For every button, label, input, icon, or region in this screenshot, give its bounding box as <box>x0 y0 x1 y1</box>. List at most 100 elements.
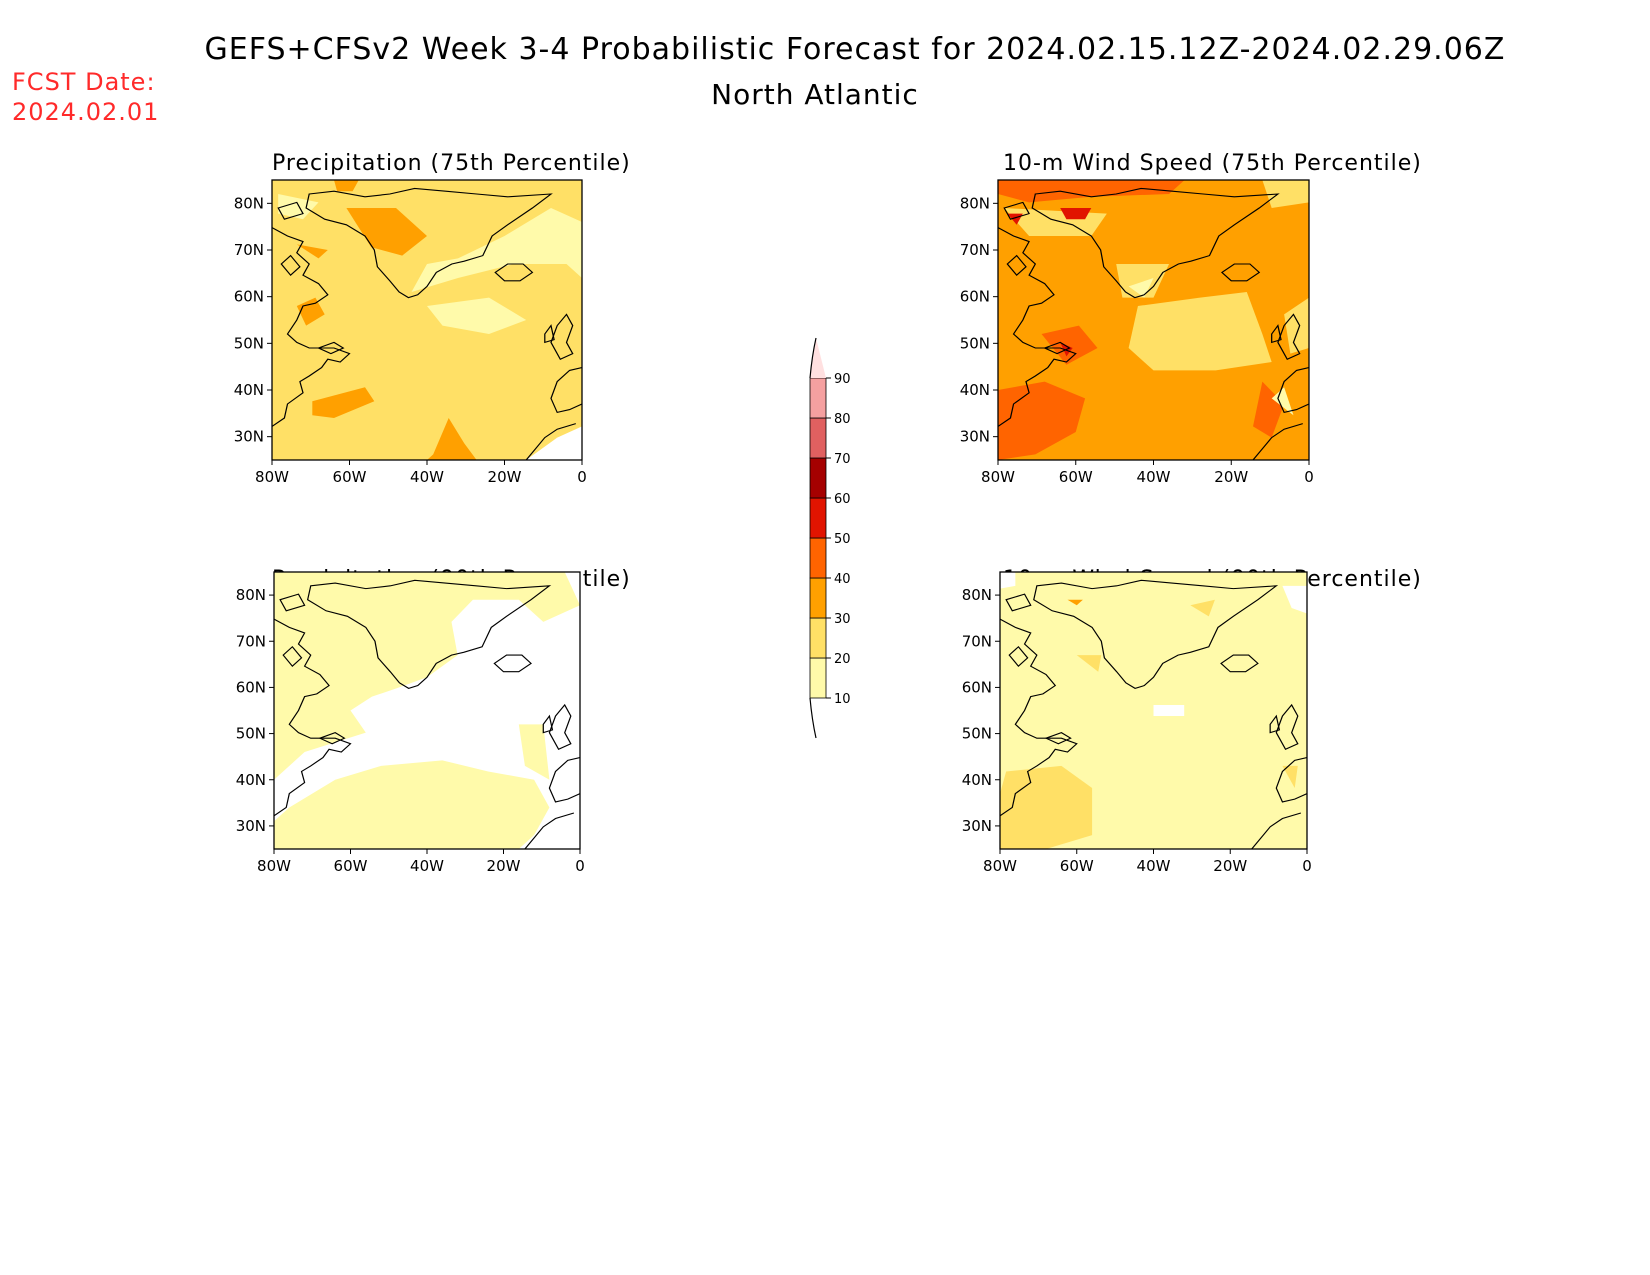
shading-region <box>1060 208 1092 220</box>
lon-tick-label: 0 <box>1302 857 1312 875</box>
colorbar-top-edge <box>809 337 817 379</box>
lat-tick-label: 70N <box>234 241 264 259</box>
map-panel-precip90: 80N 70N 60N 50N 40N 30N 80W 60W 40W 20W 0 <box>236 571 585 875</box>
colorbar-label: 10 <box>834 692 851 707</box>
shading-region <box>998 180 1185 203</box>
lat-tick-label: 70N <box>236 632 266 650</box>
shading-region <box>334 180 359 192</box>
colorbar-label: 20 <box>834 652 851 667</box>
lon-tick-label: 80W <box>983 857 1017 875</box>
lon-tick-label: 80W <box>255 468 289 486</box>
shading-region <box>1253 381 1285 438</box>
map-panel-precip75: 80N 70N 60N 50N 40N 30N 80W 60W 40W 20W 0 <box>234 179 587 486</box>
colorbar-label: 90 <box>834 372 851 387</box>
lat-tick-label: 80N <box>962 586 992 604</box>
lon-tick-label: 60W <box>1059 468 1093 486</box>
lon-tick-label: 80W <box>257 857 291 875</box>
shading-region <box>296 244 328 259</box>
colorbar-top-cap <box>810 338 826 378</box>
colorbar-segment <box>809 377 827 419</box>
map-panel-wind90: 80N 70N 60N 50N 40N 30N 80W 60W 40W 20W 0 <box>962 571 1312 875</box>
lat-tick-label: 50N <box>236 725 266 743</box>
lon-tick-label: 40W <box>410 468 444 486</box>
shading-region <box>278 194 319 220</box>
shading-region <box>274 572 580 739</box>
lat-tick-label: 60N <box>962 678 992 696</box>
colorbar-segment <box>809 417 827 459</box>
colorbar-label: 50 <box>834 532 851 547</box>
lat-tick-label: 40N <box>960 381 990 399</box>
colorbar-segment <box>809 577 827 619</box>
lat-tick-label: 60N <box>960 288 990 306</box>
shading-region <box>1262 180 1309 208</box>
lat-tick-label: 30N <box>236 817 266 835</box>
shading-region <box>1282 585 1307 614</box>
forecast-date-value: 2024.02.01 <box>12 98 160 126</box>
colorbar-label: 60 <box>834 492 851 507</box>
shading-region <box>1284 297 1309 354</box>
shading-region <box>274 760 550 849</box>
lat-tick-label: 50N <box>960 334 990 352</box>
lon-tick-label: 60W <box>333 468 367 486</box>
shading-region <box>1271 387 1294 416</box>
lat-tick-label: 40N <box>234 381 264 399</box>
shading-region <box>427 297 527 334</box>
shading-region <box>1128 292 1272 371</box>
main-title: GEFS+CFSv2 Week 3-4 Probabilistic Foreca… <box>204 32 1506 67</box>
lat-tick-label: 30N <box>234 428 264 446</box>
colorbar-segment <box>809 457 827 499</box>
map-panel-wind75: 80N 70N 60N 50N 40N 30N 80W 60W 40W 20W 0 <box>960 179 1314 486</box>
shading-region <box>1041 325 1098 365</box>
lon-tick-label: 20W <box>1214 468 1248 486</box>
lon-tick-label: 0 <box>575 857 585 875</box>
lat-tick-label: 30N <box>962 817 992 835</box>
lon-tick-label: 60W <box>334 857 368 875</box>
lon-tick-label: 0 <box>577 468 587 486</box>
panel-title-precip75: Precipitation (75th Percentile) <box>272 151 631 176</box>
shading-region <box>1128 278 1154 298</box>
colorbar-segment <box>809 537 827 579</box>
shading-region <box>312 387 375 418</box>
lat-tick-label: 40N <box>236 771 266 789</box>
shading-region <box>518 724 550 780</box>
panel-title-wind75: 10-m Wind Speed (75th Percentile) <box>1003 151 1422 176</box>
colorbar-segment <box>809 617 827 659</box>
colorbar-label: 70 <box>834 452 851 467</box>
shading-region <box>1282 765 1298 789</box>
forecast-date-label: FCST Date: <box>12 68 156 96</box>
colorbar-bottom-tip <box>809 697 817 739</box>
shading-region <box>346 208 427 256</box>
colorbar-segment <box>809 497 827 539</box>
lat-tick-label: 60N <box>234 288 264 306</box>
colorbar-segment <box>809 657 827 699</box>
shading-region <box>1153 704 1185 717</box>
lat-tick-label: 80N <box>960 194 990 212</box>
shading-region <box>1000 572 1016 589</box>
lat-tick-label: 70N <box>962 632 992 650</box>
shading-region <box>274 710 366 780</box>
shading-region <box>1067 599 1083 606</box>
colorbar-label: 80 <box>834 412 851 427</box>
lon-tick-label: 60W <box>1060 857 1094 875</box>
shading-region <box>427 418 477 460</box>
lon-tick-label: 40W <box>1137 468 1171 486</box>
lon-tick-label: 20W <box>488 468 522 486</box>
lat-tick-label: 60N <box>236 678 266 696</box>
lat-tick-label: 70N <box>960 241 990 259</box>
shading-region <box>296 297 325 326</box>
lon-tick-label: 40W <box>410 857 444 875</box>
colorbar-label: 40 <box>834 572 851 587</box>
region-subtitle: North Atlantic <box>711 78 919 111</box>
lon-tick-label: 40W <box>1137 857 1171 875</box>
lat-tick-label: 30N <box>960 428 990 446</box>
lat-tick-label: 80N <box>236 586 266 604</box>
lat-tick-label: 80N <box>234 194 264 212</box>
lat-tick-label: 50N <box>234 334 264 352</box>
lat-tick-label: 50N <box>962 725 992 743</box>
shading-region <box>526 426 582 460</box>
lon-tick-label: 0 <box>1304 468 1314 486</box>
colorbar: 10 20 30 40 50 60 70 80 90 <box>809 337 851 739</box>
lon-tick-label: 20W <box>487 857 521 875</box>
shading-region <box>1000 765 1093 849</box>
